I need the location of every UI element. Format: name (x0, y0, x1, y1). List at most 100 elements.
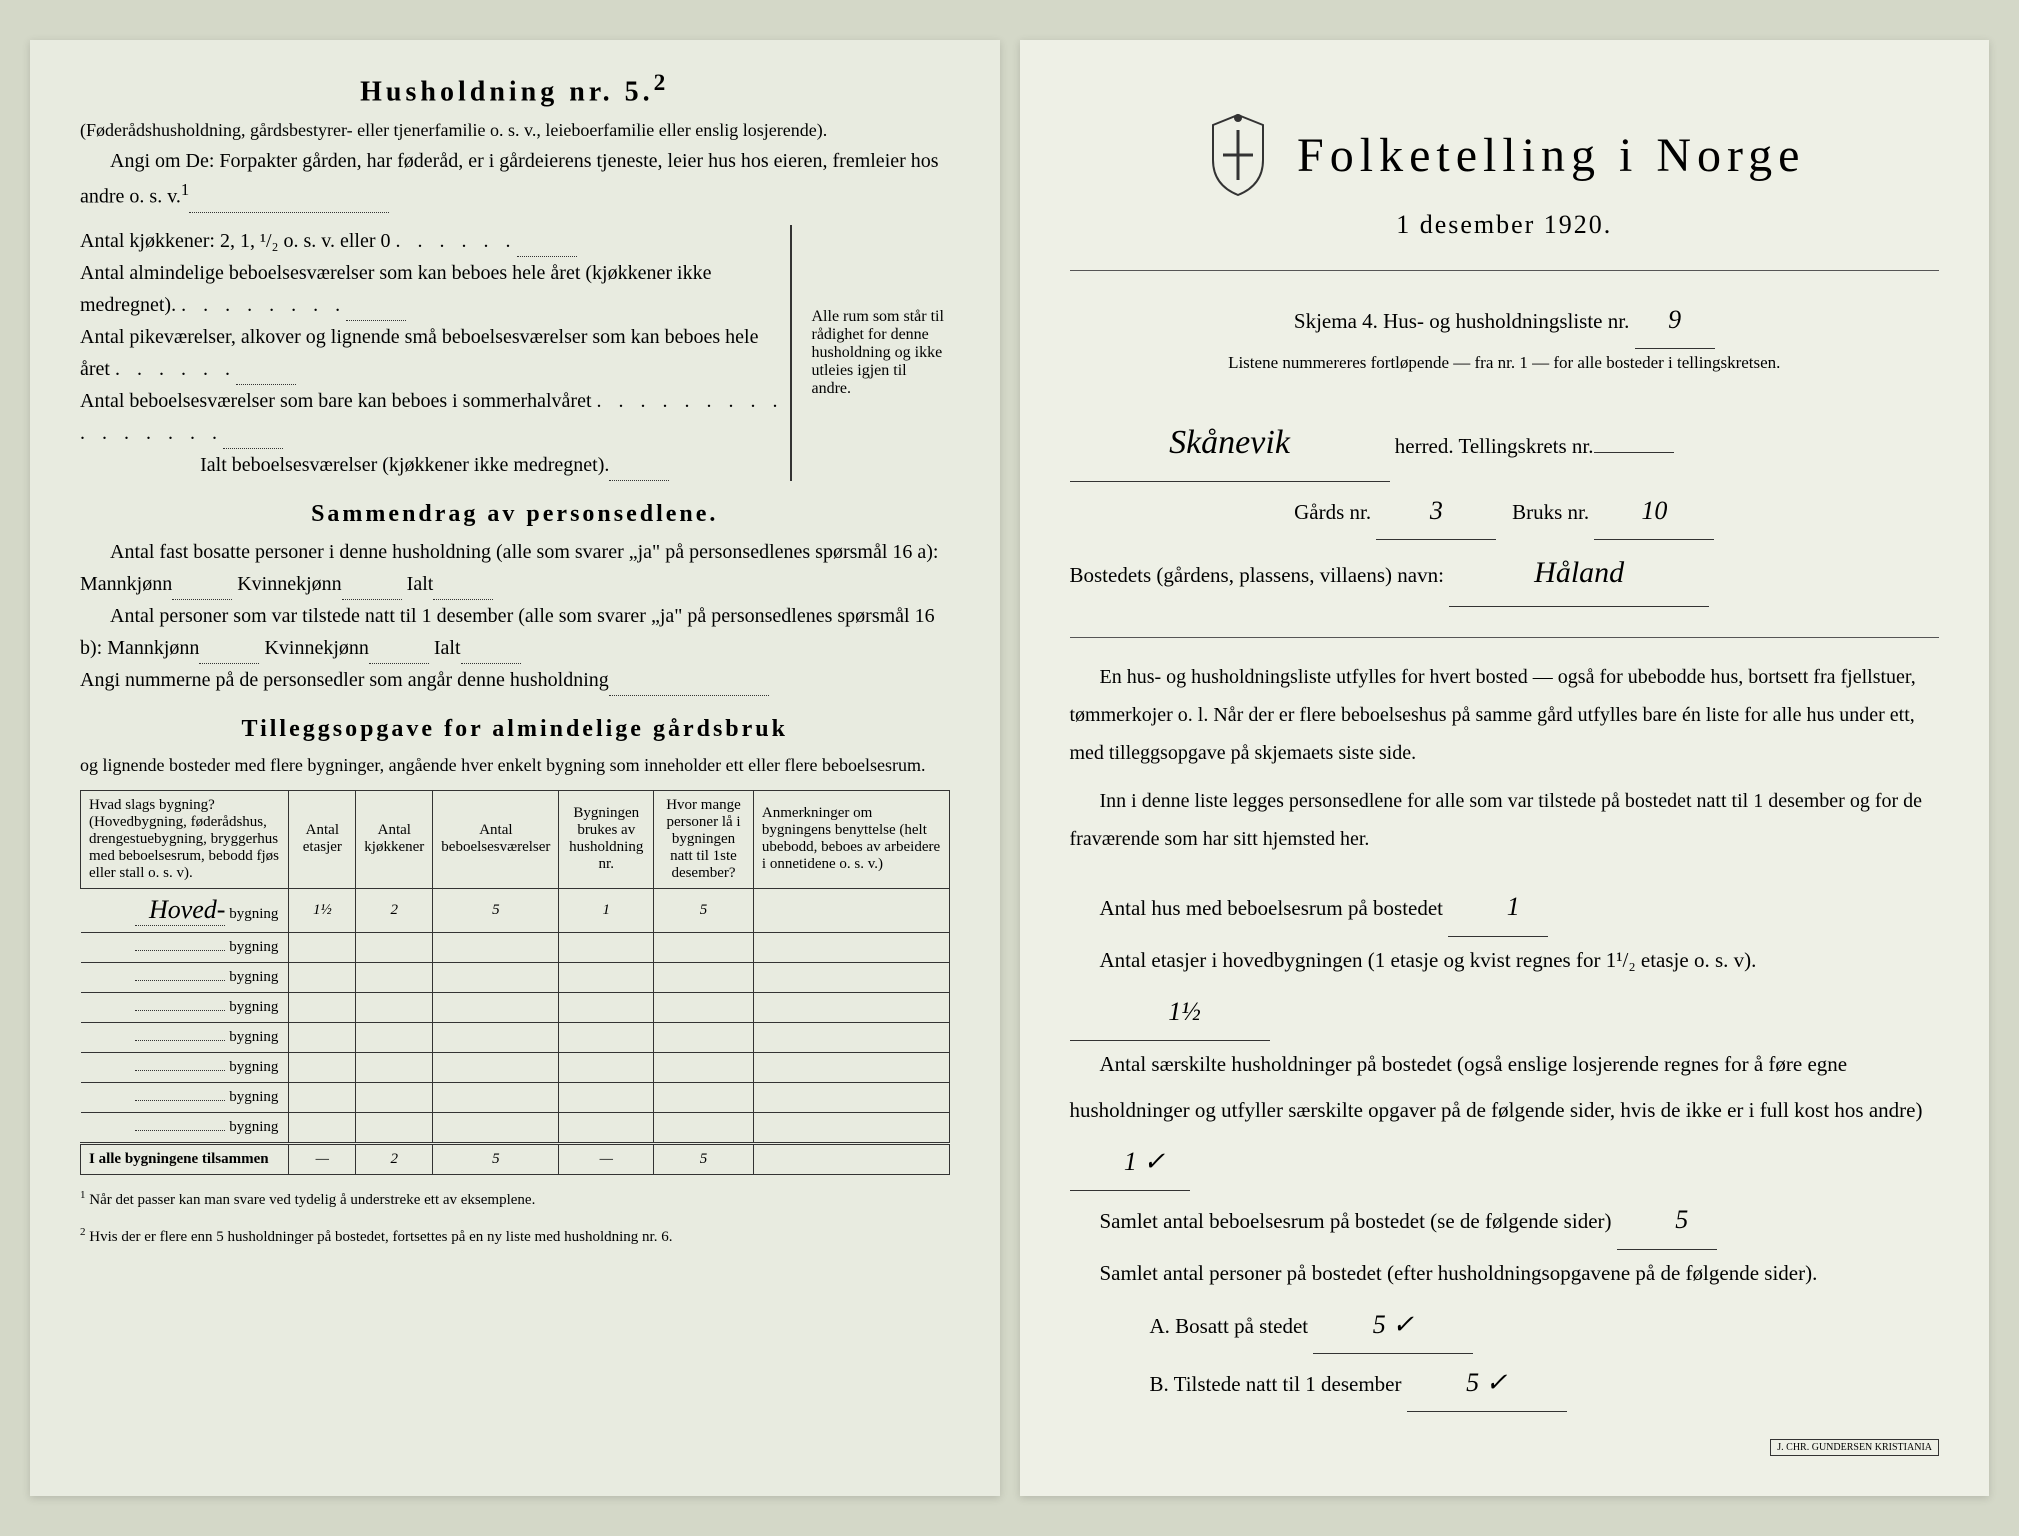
sammendrag-l1: Antal fast bosatte personer i denne hush… (80, 536, 950, 600)
tillegg-title: Tilleggsopgave for almindelige gårdsbruk (80, 716, 950, 743)
left-page: Husholdning nr. 5.2 (Føderådshusholdning… (30, 40, 1000, 1496)
cell-kjokken (356, 1052, 433, 1082)
total-beboelse: 5 (433, 1143, 559, 1174)
sammendrag-title: Sammendrag av personsedlene. (80, 501, 950, 528)
divider (1070, 270, 1940, 271)
cell-personer (654, 1022, 754, 1052)
fB-value: 5 ✓ (1407, 1354, 1567, 1412)
f2-value: 1½ (1070, 983, 1270, 1041)
household5-subtitle: (Føderådshusholdning, gårdsbestyrer- ell… (80, 116, 950, 145)
herred-line: Skånevik herred. Tellingskrets nr. (1070, 406, 1940, 482)
cell-personer (654, 1112, 754, 1143)
bosted-line: Bostedets (gårdens, plassens, villaens) … (1070, 540, 1940, 607)
gards-value: 3 (1376, 482, 1496, 540)
table-row: bygning (81, 992, 950, 1022)
fA-value: 5 ✓ (1313, 1296, 1473, 1354)
row-label: bygning (81, 1052, 289, 1082)
rooms3-line: Antal beboelsesværelser som bare kan beb… (80, 385, 790, 449)
cell-etasjer: 1½ (289, 888, 356, 932)
liste-nr-value: 9 (1635, 291, 1715, 349)
tillegg-sub: og lignende bosteder med flere bygninger… (80, 751, 950, 780)
row-label: bygning (81, 992, 289, 1022)
right-page: Folketelling i Norge 1 desember 1920. Sk… (1020, 40, 1990, 1496)
skjema-line: Skjema 4. Hus- og husholdningsliste nr. … (1070, 291, 1940, 349)
cell-etasjer (289, 1112, 356, 1143)
th-anm: Anmerkninger om bygningens benyttelse (h… (753, 790, 949, 888)
cell-hushold (559, 932, 654, 962)
total-etasjer: — (289, 1143, 356, 1174)
cell-personer (654, 992, 754, 1022)
rooms-total-line: Ialt beboelsesværelser (kjøkkener ikke m… (80, 449, 790, 481)
th-kjokken: Antal kjøkkener (356, 790, 433, 888)
cell-kjokken (356, 932, 433, 962)
cell-beboelse (433, 962, 559, 992)
cell-hushold: 1 (559, 888, 654, 932)
cell-personer: 5 (654, 888, 754, 932)
f4-line: Samlet antal beboelsesrum på bostedet (s… (1070, 1191, 1940, 1249)
cell-etasjer (289, 1082, 356, 1112)
total-hushold: — (559, 1143, 654, 1174)
cell-hushold (559, 1082, 654, 1112)
cell-kjokken (356, 1112, 433, 1143)
cell-etasjer (289, 992, 356, 1022)
household5-title: Husholdning nr. 5.2 (80, 70, 950, 108)
cell-anm (753, 992, 949, 1022)
row-label: bygning (81, 1022, 289, 1052)
bruks-value: 10 (1594, 482, 1714, 540)
row-label: bygning (81, 932, 289, 962)
household5-line1: Angi om De: Forpakter gården, har føderå… (80, 145, 950, 213)
cell-etasjer (289, 1022, 356, 1052)
gards-line: Gårds nr. 3 Bruks nr. 10 (1070, 482, 1940, 540)
cell-hushold (559, 1052, 654, 1082)
kitchens-line: Antal kjøkkener: 2, 1, ¹/₂ o. s. v. elle… (80, 225, 790, 257)
cell-etasjer (289, 932, 356, 962)
f3-line: Antal særskilte husholdninger på bostede… (1070, 1041, 1940, 1192)
cell-beboelse (433, 1112, 559, 1143)
table-header-row: Hvad slags bygning? (Hovedbygning, føder… (81, 790, 950, 888)
sammendrag-l2: Antal personer som var tilstede natt til… (80, 600, 950, 664)
table-row: bygning (81, 932, 950, 962)
cell-beboelse: 5 (433, 888, 559, 932)
cell-anm (753, 1112, 949, 1143)
cell-beboelse (433, 1052, 559, 1082)
table-row: bygning (81, 962, 950, 992)
divider-2 (1070, 637, 1940, 638)
row-label: bygning (81, 1082, 289, 1112)
row-label: bygning (81, 1112, 289, 1143)
cell-beboelse (433, 932, 559, 962)
footnote-2: 2 Hvis der er flere enn 5 husholdninger … (80, 1224, 950, 1249)
row-label: bygning (81, 962, 289, 992)
cell-personer (654, 962, 754, 992)
para1: En hus- og husholdningsliste utfylles fo… (1070, 658, 1940, 772)
th-beboelse: Antal beboelsesværelser (433, 790, 559, 888)
building-table: Hvad slags bygning? (Hovedbygning, føder… (80, 790, 950, 1175)
total-personer: 5 (654, 1143, 754, 1174)
cell-kjokken (356, 1022, 433, 1052)
herred-value: Skånevik (1070, 406, 1390, 482)
total-label: I alle bygningene tilsammen (81, 1143, 289, 1174)
cell-anm (753, 932, 949, 962)
cell-kjokken: 2 (356, 888, 433, 932)
th-bygning: Hvad slags bygning? (Hovedbygning, føder… (81, 790, 289, 888)
cell-kjokken (356, 992, 433, 1022)
cell-hushold (559, 1112, 654, 1143)
table-row: bygning (81, 1082, 950, 1112)
cell-personer (654, 1082, 754, 1112)
cell-kjokken (356, 962, 433, 992)
para2: Inn i denne liste legges personsedlene f… (1070, 782, 1940, 858)
cell-beboelse (433, 992, 559, 1022)
row-label: Hoved- bygning (81, 888, 289, 932)
main-title: Folketelling i Norge (1297, 128, 1805, 183)
total-kjokken: 2 (356, 1143, 433, 1174)
cell-personer (654, 1052, 754, 1082)
cell-anm (753, 962, 949, 992)
printer-stamp: J. CHR. GUNDERSEN KRISTIANIA (1770, 1439, 1939, 1456)
fB-line: B. Tilstede natt til 1 desember 5 ✓ (1070, 1354, 1940, 1412)
f5-line: Samlet antal personer på bostedet (efter… (1070, 1250, 1940, 1296)
cell-beboelse (433, 1082, 559, 1112)
cell-anm (753, 888, 949, 932)
footnote-1: 1 Når det passer kan man svare ved tydel… (80, 1187, 950, 1212)
total-anm (753, 1143, 949, 1174)
table-row: bygning (81, 1052, 950, 1082)
census-header: Folketelling i Norge 1 desember 1920. (1070, 110, 1940, 240)
